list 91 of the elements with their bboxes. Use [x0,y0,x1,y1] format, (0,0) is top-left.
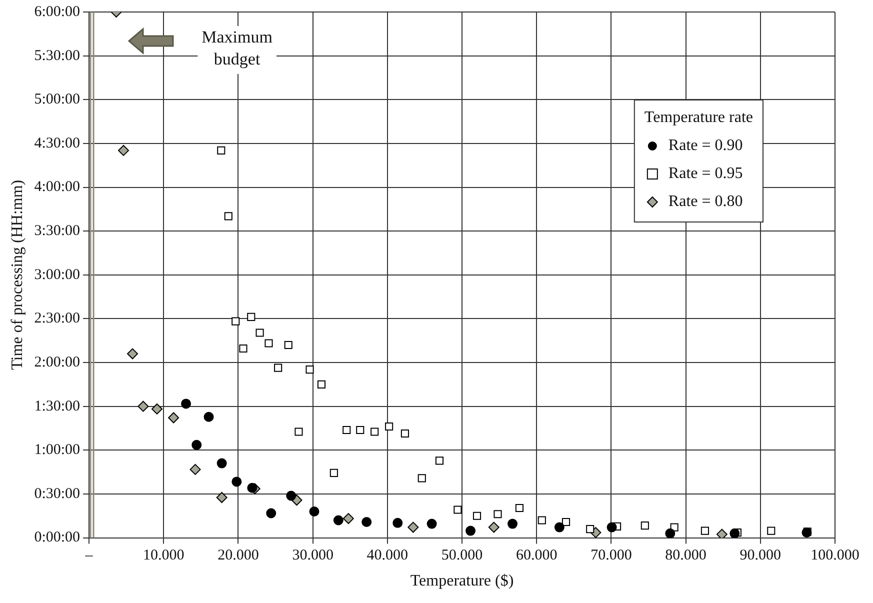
y-tick-label: 4:00:00 [34,179,80,196]
legend-label: Rate = 0.90 [668,137,743,154]
y-tick-label: 0:30:00 [34,486,80,502]
y-tick-label: 3:00:00 [34,266,80,283]
point [418,474,426,482]
point [385,422,394,431]
point [370,428,379,436]
x-tick-label: 20.000 [218,548,259,564]
point [232,476,242,487]
point [317,380,326,388]
point [190,464,201,475]
point [151,403,162,414]
y-tick-label: 2:00:00 [34,354,80,370]
point [330,468,338,477]
x-tick-label: 30.000 [292,548,334,564]
point [274,364,282,372]
point [362,517,372,528]
point [466,526,476,536]
point [181,398,192,409]
point [700,526,710,535]
point [606,522,617,532]
point [224,212,232,220]
point [426,518,437,529]
point [538,516,546,524]
y-axis-title: Time of processing (HH:mm) [8,180,26,370]
x-tick-label: 50.000 [441,548,483,564]
point [640,521,649,530]
point [716,528,728,538]
annotation: Maximum budget [202,27,272,68]
point [767,526,776,535]
point [168,412,180,424]
x-tick-label: 100.000 [810,548,860,564]
point [239,344,248,353]
point [216,492,228,503]
point [554,522,564,532]
point [408,522,419,533]
point [247,312,256,321]
legend-title: Temperature rate [644,109,754,126]
y-tick-label: 5:00:00 [34,92,80,108]
point [356,426,364,434]
point [472,512,482,520]
point [488,522,500,533]
point [217,146,226,154]
point [342,426,351,434]
point [294,428,303,436]
x-axis-title: Temperature ($) [410,572,514,590]
point [264,339,273,348]
point [333,515,344,526]
y-tick-label: 4:30:00 [34,135,80,152]
point [232,317,240,326]
point [204,412,214,422]
point [266,508,276,518]
y-tick-label: 6:00:00 [34,4,80,20]
point [247,482,258,493]
point [454,506,462,514]
y-tick-label: 5:30:00 [34,48,80,64]
point [494,510,502,518]
point [284,340,292,350]
legend-label: Rate = 0.95 [668,165,743,182]
point [665,528,676,538]
point [400,429,409,438]
x-tick-label: 80.000 [665,548,706,564]
x-tick-label: 90.000 [740,548,782,564]
point [127,348,138,360]
y-tick-label: 3:30:00 [34,223,80,240]
y-tick-label: 1:30:00 [34,398,80,414]
point [730,528,740,538]
point [508,518,518,529]
point [562,518,570,526]
point [342,513,354,524]
point [138,400,149,412]
y-tick-label: 2:30:00 [34,310,80,327]
point [286,490,296,501]
point [515,504,524,512]
x-tick-label: 70.000 [590,548,632,564]
y-tick-label: 1:00:00 [34,442,80,458]
point [306,366,314,374]
point [586,525,594,534]
x-tick-label: 40.000 [366,548,408,564]
x-tick-label: – [84,548,94,564]
point [256,328,264,337]
x-tick-label: 10.000 [143,548,184,564]
point [309,506,320,517]
point [216,458,227,468]
point [392,518,403,528]
y-tick-label: 0:00:00 [34,530,80,546]
x-tick-label: 60.000 [516,548,558,564]
point [192,440,202,450]
point [435,456,444,465]
legend-label: Rate = 0.80 [668,193,743,210]
point [118,144,129,156]
